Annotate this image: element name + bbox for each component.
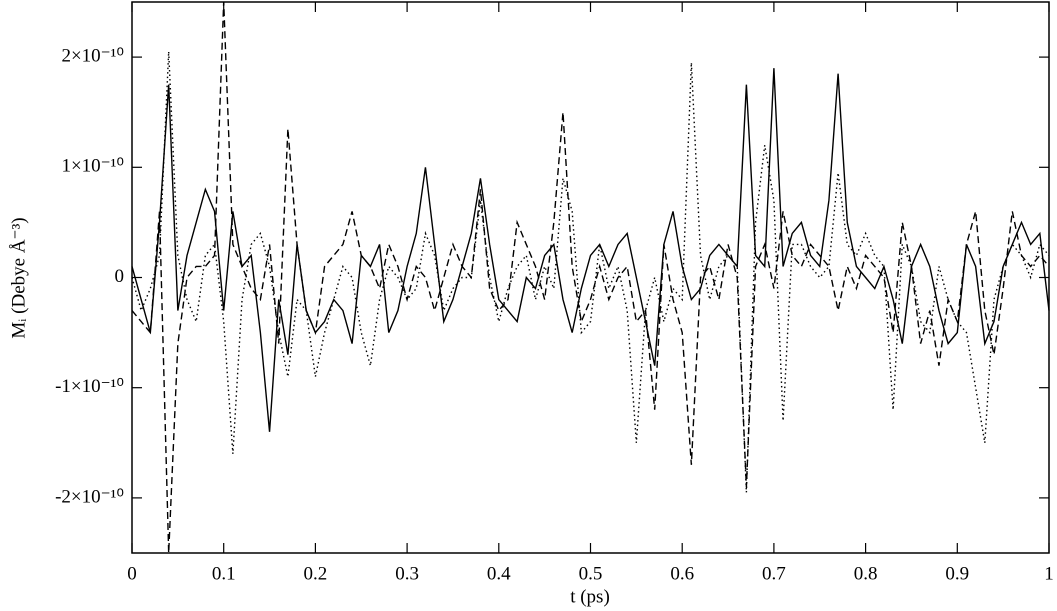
plot-frame: [131, 1, 1050, 554]
y-axis-label: Mᵢ (Debye Å⁻³): [8, 217, 29, 338]
data-line: [131, 51, 1050, 493]
data-line: [131, 1, 1050, 554]
y-tick-label: -1×10⁻¹⁰: [55, 376, 124, 397]
x-tick-label: 0.3: [395, 563, 419, 584]
y-tick-label: 2×10⁻¹⁰: [61, 45, 124, 66]
x-tick-label: 0.6: [670, 563, 694, 584]
x-tick-label: 0: [127, 563, 137, 584]
x-tick-label: 0.5: [579, 563, 603, 584]
x-axis-label: t (ps): [570, 586, 610, 607]
x-tick-label: 0.7: [762, 563, 786, 584]
x-tick-label: 0.2: [304, 563, 328, 584]
x-tick-label: 0.4: [487, 563, 511, 584]
y-tick-label: 1×10⁻¹⁰: [61, 156, 124, 177]
y-tick-label: -2×10⁻¹⁰: [55, 486, 124, 507]
data-line: [131, 68, 1050, 432]
y-tick-label: 0: [115, 266, 125, 287]
x-tick-label: 0.9: [945, 563, 969, 584]
x-tick-label: 0.1: [212, 563, 236, 584]
x-tick-label: 0.8: [854, 563, 878, 584]
x-tick-label: 1: [1044, 563, 1054, 584]
